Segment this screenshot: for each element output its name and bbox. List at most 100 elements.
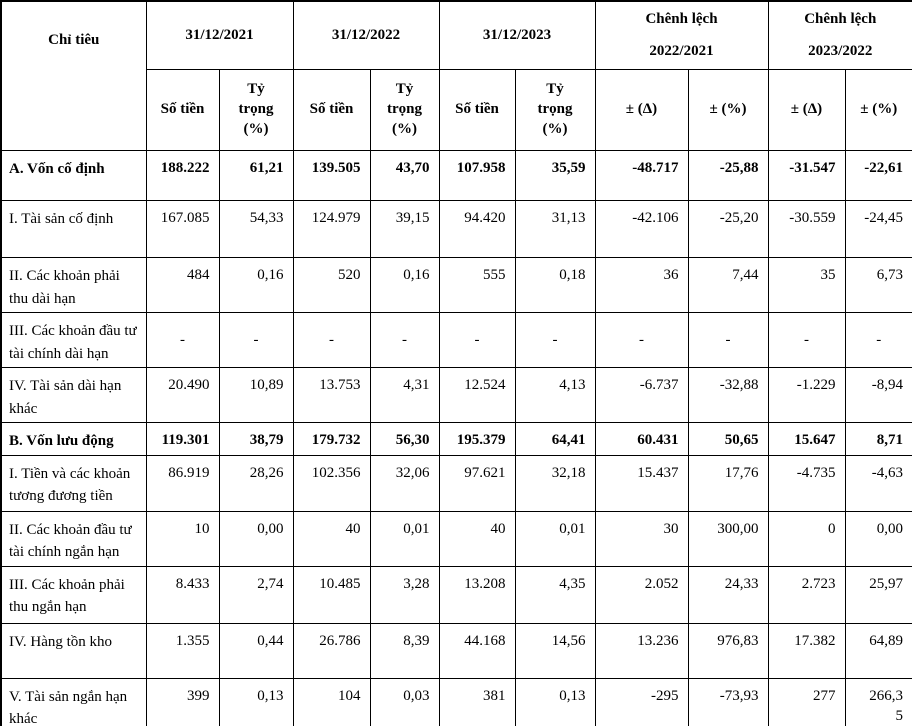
value-cell: 167.085 <box>145 200 220 258</box>
period-header-2023: 31/12/2023 <box>438 0 596 70</box>
table-row: IV. Hàng tồn kho 1.355 0,44 26.786 8,39 44.16… <box>0 622 912 679</box>
value-cell: 0,00 <box>218 510 294 567</box>
value-cell: 10 <box>145 510 220 567</box>
value-cell: 32,18 <box>514 454 596 512</box>
value-cell: -6.737 <box>594 367 689 423</box>
value-cell: 13.753 <box>292 367 371 423</box>
value-cell: 4,13 <box>514 367 596 423</box>
table-row: III. Các khoản phải thu ngắn hạn 8.433 2,7… <box>0 565 912 624</box>
table-row: II. Các khoản đầu tư tài chính ngắn hạn 1… <box>0 510 912 567</box>
value-cell: 28,26 <box>218 454 294 512</box>
value-cell: 15.647 <box>767 422 846 456</box>
value-cell: - <box>687 312 769 368</box>
value-cell: 7,44 <box>687 257 769 313</box>
table-row: V. Tài sản ngắn hạn khác 399 0,13 104 0,03 38… <box>0 677 912 726</box>
value-cell: 399 <box>145 677 220 726</box>
value-cell: 107.958 <box>438 150 516 201</box>
value-cell: 50,65 <box>687 422 769 456</box>
subheader-delta-2022-2021: ± (Δ) <box>594 69 689 151</box>
value-cell: 17.382 <box>767 622 846 679</box>
value-cell: 13.208 <box>438 565 516 624</box>
value-cell: 0,16 <box>369 257 440 313</box>
value-cell: - <box>369 312 440 368</box>
value-cell: 179.732 <box>292 422 371 456</box>
criteria-header: Chỉ tiêu <box>0 0 147 151</box>
value-cell: 86.919 <box>145 454 220 512</box>
value-cell: 35,59 <box>514 150 596 201</box>
value-cell: 0,00 <box>844 510 912 567</box>
value-cell: 10,89 <box>218 367 294 423</box>
value-cell: 40 <box>292 510 371 567</box>
value-cell: 32,06 <box>369 454 440 512</box>
value-cell: - <box>514 312 596 368</box>
value-cell: 31,13 <box>514 200 596 258</box>
value-cell: 195.379 <box>438 422 516 456</box>
value-cell: 17,76 <box>687 454 769 512</box>
value-cell: -73,93 <box>687 677 769 726</box>
header-row-periods: Chỉ tiêu 31/12/2021 31/12/2022 31/12/202… <box>0 0 912 151</box>
value-cell: 0,01 <box>514 510 596 567</box>
value-cell: 381 <box>438 677 516 726</box>
value-cell: 60.431 <box>594 422 689 456</box>
value-cell: -25,20 <box>687 200 769 258</box>
value-cell: 25,97 <box>844 565 912 624</box>
value-cell: 555 <box>438 257 516 313</box>
row-label: II. Các khoản đầu tư tài chính ngắn hạn <box>0 510 147 567</box>
row-label: IV. Tài sản dài hạn khác <box>0 367 147 423</box>
subheader-amount-2023: Số tiền <box>438 69 516 151</box>
value-cell: 26.786 <box>292 622 371 679</box>
table-row: II. Các khoản phải thu dài hạn 484 0,16 520… <box>0 257 912 313</box>
period-header-2021: 31/12/2021 <box>145 0 294 70</box>
value-cell: 54,33 <box>218 200 294 258</box>
value-cell: 1.355 <box>145 622 220 679</box>
value-cell: 13.236 <box>594 622 689 679</box>
value-cell: -295 <box>594 677 689 726</box>
table-row: III. Các khoản đầu tư tài chính dài hạn -… <box>0 312 912 368</box>
subheader-weight-2022: Tỷ trọng (%) <box>369 69 440 151</box>
table-row: IV. Tài sản dài hạn khác 20.490 10,89 13.75… <box>0 367 912 423</box>
subheader-amount-2022: Số tiền <box>292 69 371 151</box>
value-cell: -25,88 <box>687 150 769 201</box>
row-label: A. Vốn cố định <box>0 150 147 201</box>
value-cell: - <box>438 312 516 368</box>
subheader-pct-2022-2021: ± (%) <box>687 69 769 151</box>
row-label: III. Các khoản phải thu ngắn hạn <box>0 565 147 624</box>
value-cell: 97.621 <box>438 454 516 512</box>
diff-header-2023-2022: Chênh lệch 2023/2022 <box>767 0 912 70</box>
row-label: B. Vốn lưu động <box>0 422 147 456</box>
value-cell: 277 <box>767 677 846 726</box>
subheader-pct-2023-2022: ± (%) <box>844 69 912 151</box>
value-cell: 0,18 <box>514 257 596 313</box>
value-cell: 64,41 <box>514 422 596 456</box>
subheader-amount-2021: Số tiền <box>145 69 220 151</box>
value-cell: 64,89 <box>844 622 912 679</box>
value-cell: 2.052 <box>594 565 689 624</box>
subheader-weight-2021: Tỷ trọng (%) <box>218 69 294 151</box>
value-cell: 20.490 <box>145 367 220 423</box>
value-cell: - <box>292 312 371 368</box>
value-cell: -48.717 <box>594 150 689 201</box>
value-cell: 44.168 <box>438 622 516 679</box>
subheader-delta-2023-2022: ± (Δ) <box>767 69 846 151</box>
value-cell: 124.979 <box>292 200 371 258</box>
value-cell: 2,74 <box>218 565 294 624</box>
row-label: III. Các khoản đầu tư tài chính dài hạn <box>0 312 147 368</box>
value-cell: 8,39 <box>369 622 440 679</box>
value-cell: 15.437 <box>594 454 689 512</box>
value-cell: 266,3 5 <box>844 677 912 726</box>
value-cell: - <box>145 312 220 368</box>
value-cell: -24,45 <box>844 200 912 258</box>
value-cell: 0,01 <box>369 510 440 567</box>
value-cell: 119.301 <box>145 422 220 456</box>
value-cell: 139.505 <box>292 150 371 201</box>
row-label: I. Tiền và các khoản tương đương tiền <box>0 454 147 512</box>
value-cell: 976,83 <box>687 622 769 679</box>
row-label: II. Các khoản phải thu dài hạn <box>0 257 147 313</box>
value-cell: -30.559 <box>767 200 846 258</box>
value-cell: 39,15 <box>369 200 440 258</box>
table-row: I. Tài sản cố định 167.085 54,33 124.979 39,… <box>0 200 912 258</box>
value-cell: 36 <box>594 257 689 313</box>
row-label: V. Tài sản ngắn hạn khác <box>0 677 147 726</box>
